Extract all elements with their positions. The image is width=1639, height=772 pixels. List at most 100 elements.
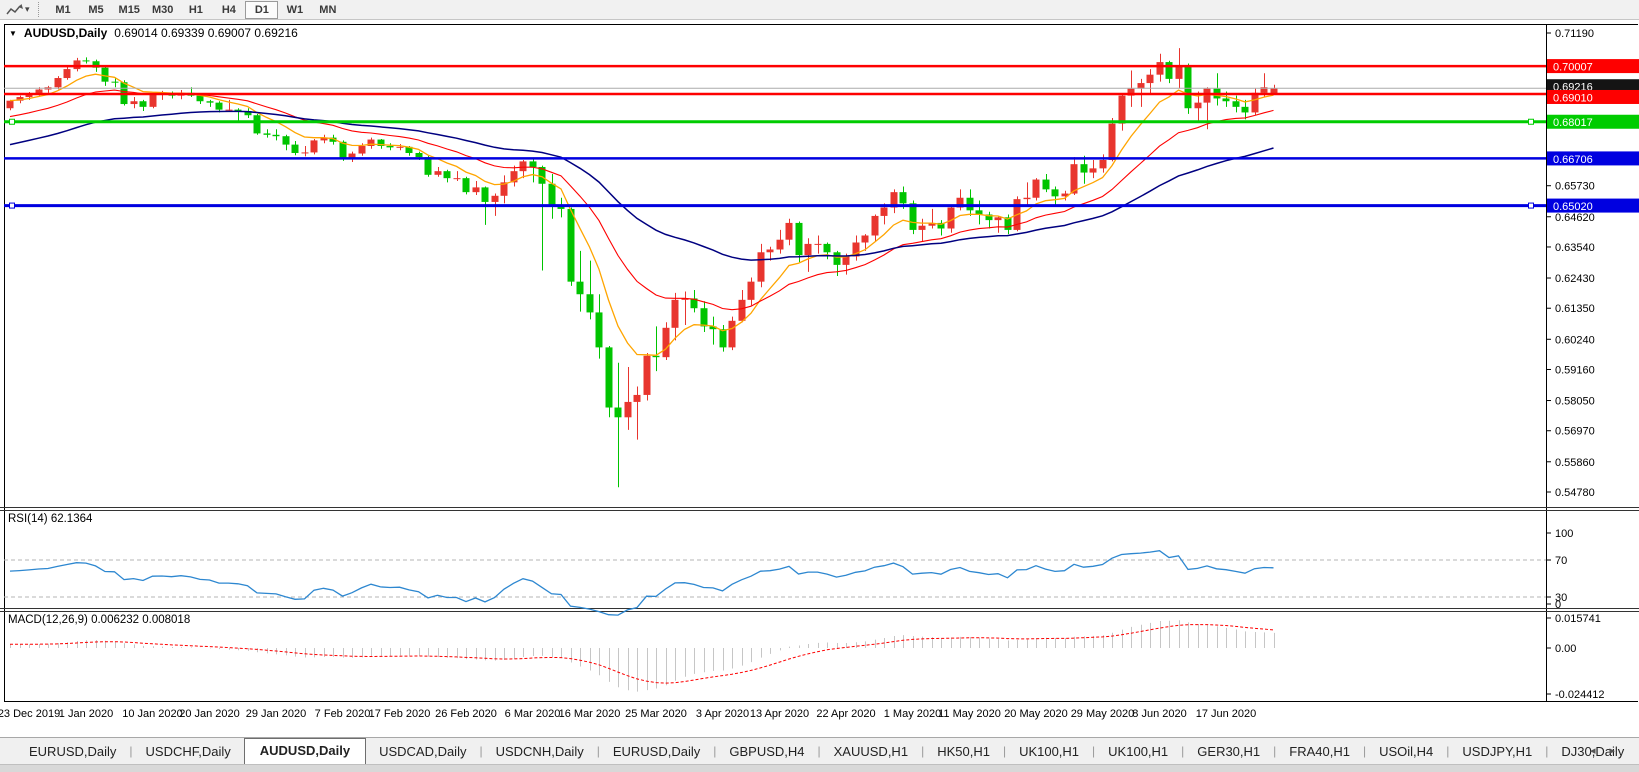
timeframe-buttons: M1 M5 M15 M30 H1 H4 D1 W1 MN	[47, 0, 345, 19]
tab-separator: |	[817, 744, 821, 758]
svg-text:6 Mar 2020: 6 Mar 2020	[505, 708, 561, 720]
svg-text:0.65730: 0.65730	[1555, 181, 1595, 193]
price-badge-0.65020	[1547, 198, 1639, 213]
timeframe-button-h1[interactable]: H1	[179, 1, 212, 19]
svg-text:0.56970: 0.56970	[1555, 426, 1595, 438]
tab-usdcnh-daily[interactable]: USDCNH,Daily	[495, 744, 584, 759]
timeframe-button-m5[interactable]: M5	[80, 1, 113, 19]
tab-usdchf-daily[interactable]: USDCHF,Daily	[145, 744, 231, 759]
tab-usdcad-daily[interactable]: USDCAD,Daily	[379, 744, 467, 759]
svg-text:26 Feb 2020: 26 Feb 2020	[435, 708, 497, 720]
tab-separator: |	[1002, 744, 1007, 758]
timeframe-button-d1[interactable]: D1	[245, 0, 279, 19]
tab-separator: |	[1545, 744, 1549, 758]
svg-text:0.70007: 0.70007	[1553, 62, 1593, 74]
hline-handle[interactable]	[9, 202, 15, 209]
svg-text:25 Mar 2020: 25 Mar 2020	[625, 708, 687, 720]
tab-separator: |	[1273, 744, 1277, 758]
svg-text:22 Apr 2020: 22 Apr 2020	[816, 708, 875, 720]
chart-ohlc-values: 0.69014 0.69339 0.69007 0.69216	[114, 26, 298, 40]
chart-tab-bar: EURUSD,Daily | USDCHF,Daily AUDUSD,Daily USD…	[0, 737, 1639, 765]
svg-text:0.65020: 0.65020	[1553, 201, 1593, 213]
hline-handle[interactable]	[1528, 118, 1534, 125]
svg-text:0.66706: 0.66706	[1553, 154, 1593, 166]
svg-text:0.00: 0.00	[1555, 643, 1576, 655]
tab-separator: |	[1446, 744, 1450, 758]
svg-text:-0.024412: -0.024412	[1555, 689, 1605, 701]
svg-text:23 Dec 2019: 23 Dec 2019	[0, 708, 60, 720]
macd-indicator-label: MACD(12,26,9) 0.006232 0.008018	[8, 614, 191, 626]
tab-ger30-h1[interactable]: GER30,H1	[1197, 744, 1261, 759]
chart-symbol-label: AUDUSD,Daily	[23, 26, 108, 40]
svg-text:11 May 2020: 11 May 2020	[938, 708, 1001, 720]
tab-separator: |	[1092, 744, 1096, 758]
svg-text:0.015741: 0.015741	[1555, 613, 1601, 625]
chart-tabs: EURUSD,Daily | USDCHF,Daily AUDUSD,Daily USD…	[16, 738, 1637, 765]
tab-fra40-h1[interactable]: FRA40,H1	[1289, 744, 1350, 759]
hline-handle[interactable]	[1528, 202, 1534, 209]
tab-separator: |	[1181, 744, 1185, 758]
timeframe-button-m30[interactable]: M30	[146, 1, 179, 19]
timeframe-button-mn[interactable]: MN	[311, 1, 344, 19]
tab-gbpusd-h4[interactable]: GBPUSD,H4	[729, 744, 805, 759]
svg-text:7 Feb 2020: 7 Feb 2020	[315, 708, 371, 720]
svg-text:29 Jan 2020: 29 Jan 2020	[246, 708, 307, 720]
tab-separator: |	[713, 744, 717, 758]
tab-hk50-h1[interactable]: HK50,H1	[937, 744, 990, 759]
svg-text:30: 30	[1555, 592, 1567, 604]
svg-text:3 Apr 2020: 3 Apr 2020	[696, 708, 749, 720]
chart-window: 0.71190 0.65730 0.64620 0.63540 0.62430 0.613…	[0, 21, 1639, 737]
svg-text:0.62430: 0.62430	[1555, 273, 1595, 285]
svg-text:20 Jan 2020: 20 Jan 2020	[179, 708, 240, 720]
tab-eurusd-daily[interactable]: EURUSD,Daily	[29, 744, 117, 759]
tab-dj30-daily[interactable]: DJ30,Daily	[1561, 744, 1625, 759]
tab-uk100-h1[interactable]: UK100,H1	[1108, 744, 1169, 759]
svg-text:17 Feb 2020: 17 Feb 2020	[369, 708, 431, 720]
chart-type-icon[interactable]	[5, 2, 25, 18]
tab-scroll-arrows: ◂▸	[1590, 744, 1629, 757]
hline-handle[interactable]	[9, 118, 15, 125]
price-badge-0.66706	[1547, 151, 1639, 166]
svg-text:17 Jun 2020: 17 Jun 2020	[1196, 708, 1257, 720]
tab-scroll-left-icon[interactable]: ◂	[1589, 745, 1610, 757]
svg-text:8 Jun 2020: 8 Jun 2020	[1132, 708, 1186, 720]
price-badge-0.70007	[1547, 59, 1639, 74]
rsi-indicator-label: RSI(14) 62.1364	[8, 513, 93, 525]
svg-text:13 Apr 2020: 13 Apr 2020	[750, 708, 809, 720]
price-badge-0.68017	[1547, 114, 1639, 129]
svg-text:0.55860: 0.55860	[1555, 457, 1595, 469]
svg-text:0.71190: 0.71190	[1555, 28, 1594, 40]
tab-eurusd-daily[interactable]: EURUSD,Daily	[612, 744, 701, 759]
tab-usoil-h4[interactable]: USOil,H4	[1379, 744, 1434, 759]
svg-text:16 Mar 2020: 16 Mar 2020	[559, 708, 621, 720]
svg-text:0.69010: 0.69010	[1553, 92, 1593, 104]
svg-text:20 May 2020: 20 May 2020	[1004, 708, 1068, 720]
price-badge-0.69216	[1547, 79, 1639, 94]
tab-audusd-daily[interactable]: AUDUSD,Daily	[243, 738, 367, 765]
chart-title: ▼ AUDUSD,Daily 0.69014 0.69339 0.69007 0…	[9, 26, 298, 40]
timeframe-button-m15[interactable]: M15	[113, 1, 146, 19]
svg-text:0.54780: 0.54780	[1555, 487, 1595, 499]
timeframe-button-m1[interactable]: M1	[47, 1, 80, 19]
timeframe-button-h4[interactable]: H4	[212, 1, 245, 19]
svg-text:100: 100	[1555, 528, 1573, 540]
tab-usdjpy-h1[interactable]: USDJPY,H1	[1462, 744, 1533, 759]
window-bottom-strip	[0, 764, 1639, 772]
tab-uk100-h1[interactable]: UK100,H1	[1019, 744, 1080, 759]
collapse-triangle-icon[interactable]: ▼	[9, 28, 17, 38]
chart-canvas[interactable]: 0.71190 0.65730 0.64620 0.63540 0.62430 0.613…	[0, 21, 1639, 737]
svg-text:0.59160: 0.59160	[1555, 364, 1595, 376]
svg-text:10 Jan 2020: 10 Jan 2020	[122, 708, 183, 720]
svg-text:0.60240: 0.60240	[1555, 334, 1595, 346]
tab-separator: |	[1362, 744, 1367, 758]
svg-text:0.68017: 0.68017	[1553, 117, 1593, 129]
timeframe-button-w1[interactable]: W1	[278, 1, 311, 19]
toolbar-separator	[37, 2, 39, 17]
svg-text:0.58050: 0.58050	[1555, 396, 1595, 408]
tab-scroll-right-icon[interactable]: ▸	[1609, 745, 1629, 757]
svg-text:70: 70	[1555, 555, 1567, 567]
chart-type-dropdown-caret-icon[interactable]: ▾	[25, 4, 30, 14]
tab-xauusd-h1[interactable]: XAUUSD,H1	[833, 744, 909, 759]
svg-text:1 Jan 2020: 1 Jan 2020	[59, 708, 113, 720]
